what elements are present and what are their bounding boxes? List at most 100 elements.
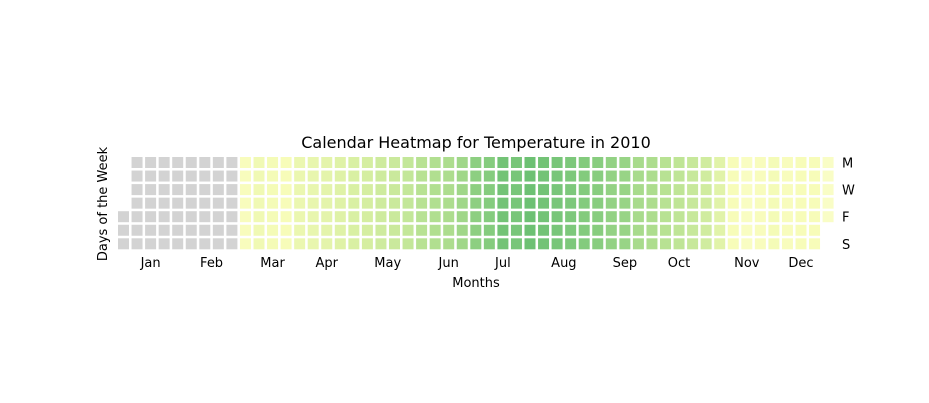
heatmap-cell xyxy=(429,238,441,250)
heatmap-cell xyxy=(619,238,631,250)
heatmap-cell xyxy=(402,170,414,182)
heatmap-cell xyxy=(172,157,184,168)
heatmap-cell xyxy=(795,238,807,250)
heatmap-cell xyxy=(158,170,170,182)
heatmap-cell xyxy=(714,238,726,250)
weekday-tick-label: S xyxy=(842,238,850,253)
heatmap-cell xyxy=(131,170,143,182)
heatmap-cell xyxy=(700,157,712,168)
heatmap-cell xyxy=(443,211,455,223)
heatmap-cell xyxy=(212,197,224,209)
heatmap-cell xyxy=(700,238,712,250)
heatmap-cell xyxy=(632,224,644,236)
heatmap-cell xyxy=(361,197,373,209)
heatmap-cell xyxy=(402,157,414,168)
heatmap-cell xyxy=(660,211,671,223)
heatmap-cell xyxy=(131,211,143,223)
heatmap-cell xyxy=(199,224,211,236)
heatmap-cell xyxy=(253,224,265,236)
heatmap-cell xyxy=(646,224,658,236)
heatmap-cell xyxy=(145,211,157,223)
heatmap-cell xyxy=(348,211,360,223)
heatmap-cell xyxy=(483,224,495,236)
heatmap-cell xyxy=(416,238,428,250)
heatmap-cell xyxy=(795,184,807,196)
heatmap-cell xyxy=(768,224,780,236)
heatmap-cell xyxy=(483,238,495,250)
heatmap-cell xyxy=(456,157,468,168)
heatmap-cell xyxy=(172,211,184,223)
heatmap-cell xyxy=(416,157,428,168)
heatmap-cell xyxy=(619,157,631,168)
heatmap-cell xyxy=(429,157,441,168)
heatmap-cell xyxy=(456,197,468,209)
heatmap-cell xyxy=(551,197,563,209)
heatmap-cell xyxy=(226,238,238,250)
heatmap-cell xyxy=(470,238,482,250)
heatmap-cell xyxy=(754,224,766,236)
heatmap-cell xyxy=(145,224,157,236)
heatmap-cell xyxy=(172,197,184,209)
heatmap-cell xyxy=(619,224,631,236)
heatmap-cell xyxy=(334,184,346,196)
heatmap-cell xyxy=(239,238,251,250)
heatmap-cell xyxy=(348,184,360,196)
heatmap-cell xyxy=(131,238,143,250)
heatmap-cell xyxy=(429,197,441,209)
heatmap-cell xyxy=(795,224,807,236)
heatmap-cell xyxy=(619,170,631,182)
heatmap-cell xyxy=(809,238,821,250)
heatmap-cell xyxy=(714,224,726,236)
heatmap-cell xyxy=(741,170,753,182)
heatmap-cell xyxy=(809,211,821,223)
heatmap-cell xyxy=(375,197,387,209)
heatmap-cell xyxy=(158,197,170,209)
heatmap-cell xyxy=(632,157,644,168)
heatmap-cell xyxy=(687,170,699,182)
heatmap-cell xyxy=(524,170,536,182)
heatmap-cell xyxy=(145,170,157,182)
heatmap-cell xyxy=(443,238,455,250)
heatmap-cell xyxy=(185,157,197,168)
heatmap-cell xyxy=(551,224,563,236)
heatmap-cell xyxy=(118,224,129,236)
chart-title: Calendar Heatmap for Temperature in 2010 xyxy=(301,133,651,152)
heatmap-cell xyxy=(416,211,428,223)
heatmap-cell xyxy=(524,184,536,196)
heatmap-cell xyxy=(700,184,712,196)
heatmap-cell xyxy=(239,224,251,236)
heatmap-cell xyxy=(673,224,685,236)
heatmap-cell xyxy=(497,211,509,223)
month-tick-labels: Jan Feb Mar Apr May Jun Jul Aug Sep Oct Nov Dec xyxy=(140,256,814,271)
heatmap-cell xyxy=(389,170,400,182)
heatmap-cell xyxy=(307,157,319,168)
heatmap-cell xyxy=(361,157,373,168)
heatmap-cell xyxy=(538,170,550,182)
heatmap-cell xyxy=(809,184,821,196)
heatmap-cell xyxy=(741,197,753,209)
heatmap-cell xyxy=(700,224,712,236)
heatmap-cell xyxy=(280,238,292,250)
heatmap-cell xyxy=(497,170,509,182)
heatmap-cell xyxy=(632,170,644,182)
heatmap-cell xyxy=(781,211,793,223)
heatmap-cell xyxy=(294,170,306,182)
heatmap-cell xyxy=(267,157,279,168)
y-axis-label: Days of the Week xyxy=(96,146,111,261)
heatmap-cell xyxy=(510,224,522,236)
heatmap-cell xyxy=(375,184,387,196)
heatmap-cell xyxy=(158,184,170,196)
heatmap-cell xyxy=(781,238,793,250)
heatmap-cell xyxy=(687,238,699,250)
heatmap-cell xyxy=(727,157,739,168)
month-tick-label: Mar xyxy=(260,256,285,271)
heatmap-cell xyxy=(226,197,238,209)
heatmap-cell xyxy=(510,197,522,209)
heatmap-cell xyxy=(754,238,766,250)
heatmap-cell xyxy=(470,224,482,236)
heatmap-cell xyxy=(158,157,170,168)
heatmap-cell xyxy=(334,157,346,168)
heatmap-cell xyxy=(483,197,495,209)
heatmap-cell xyxy=(687,157,699,168)
heatmap-cell xyxy=(389,224,400,236)
